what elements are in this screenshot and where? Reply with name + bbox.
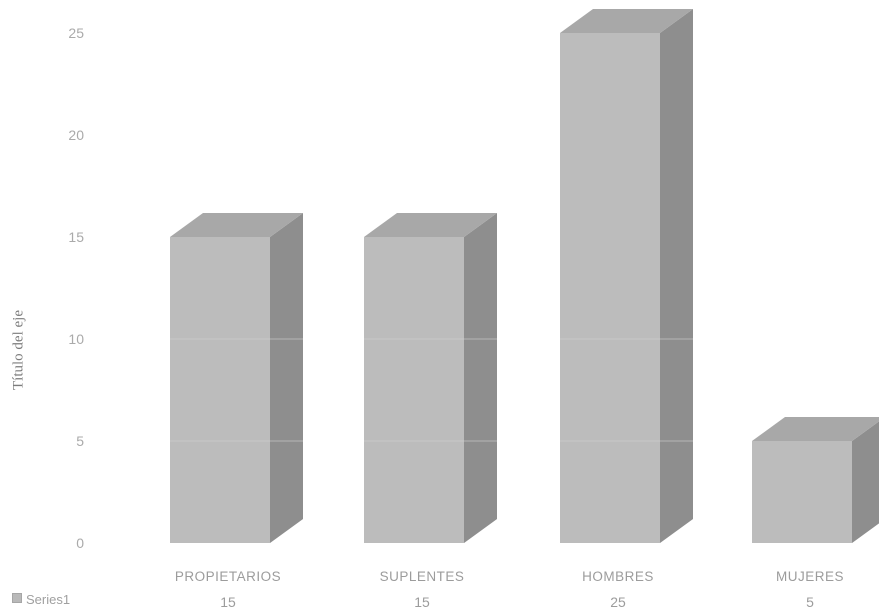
bar-hombres — [560, 9, 693, 543]
y-tick-label: 5 — [76, 433, 84, 449]
y-tick-label: 25 — [68, 25, 84, 41]
bars — [170, 9, 879, 543]
bar-top — [752, 417, 879, 441]
bar-mujeres — [752, 417, 879, 543]
y-axis-title: Título del eje — [10, 310, 27, 390]
bar-side — [464, 213, 497, 543]
y-axis-title-wrap: Título del eje — [4, 200, 34, 500]
bar-front — [752, 441, 852, 543]
bar-propietarios — [170, 213, 303, 543]
x-tick-label: SUPLENTES — [380, 569, 465, 584]
y-tick-label: 10 — [68, 331, 84, 347]
y-tick-label: 20 — [68, 127, 84, 143]
bar-side — [660, 9, 693, 543]
bar-suplentes — [364, 213, 497, 543]
bar-front — [170, 237, 270, 543]
legend: Series1 — [12, 592, 70, 607]
data-value-label: 15 — [414, 594, 430, 610]
bar-front — [364, 237, 464, 543]
x-tick-label: PROPIETARIOS — [175, 569, 281, 584]
bar-front — [560, 33, 660, 543]
bar-top — [560, 9, 693, 33]
x-tick-label: MUJERES — [776, 569, 844, 584]
data-value-label: 5 — [806, 594, 814, 610]
data-value-label: 15 — [220, 594, 236, 610]
x-axis-labels: PROPIETARIOS SUPLENTES HOMBRES MUJERES — [175, 569, 844, 584]
x-tick-label: HOMBRES — [582, 569, 654, 584]
bar-side — [270, 213, 303, 543]
data-table-values: 15 15 25 5 — [220, 594, 814, 610]
y-tick-label: 0 — [76, 535, 84, 551]
data-value-label: 25 — [610, 594, 626, 610]
bar-top — [170, 213, 303, 237]
legend-series-name: Series1 — [26, 592, 71, 607]
legend-swatch — [12, 593, 22, 603]
bar-top — [364, 213, 497, 237]
y-tick-label: 15 — [68, 229, 84, 245]
y-axis-ticks: 0 5 10 15 20 25 — [68, 25, 84, 551]
bar-side — [852, 421, 879, 543]
